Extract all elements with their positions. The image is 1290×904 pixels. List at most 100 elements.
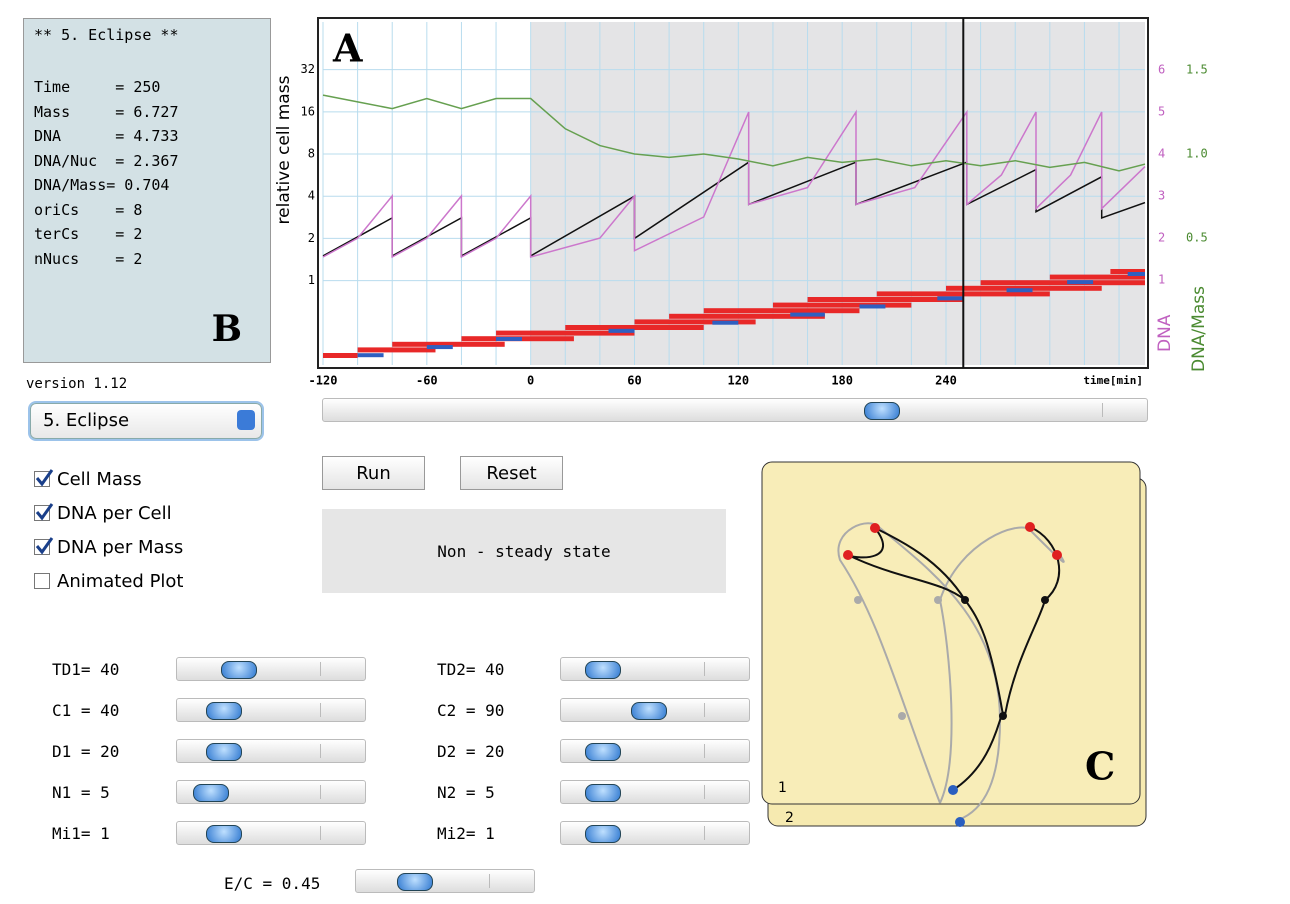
- dropdown-value: 5. Eclipse: [43, 410, 130, 431]
- slider-thumb[interactable]: [396, 873, 433, 891]
- slider-arrows[interactable]: [320, 785, 361, 799]
- y-tick-label: 2: [308, 231, 315, 245]
- run-button[interactable]: Run: [322, 456, 425, 490]
- param-label: N2 = 5: [437, 783, 495, 802]
- y3-tick-label: 1.5: [1186, 62, 1208, 76]
- y2-axis-label: DNA: [1155, 314, 1175, 352]
- slider-arrows[interactable]: [704, 826, 745, 840]
- param-label: Mi2= 1: [437, 824, 495, 843]
- slider-arrows[interactable]: [704, 703, 745, 717]
- slider-arrows[interactable]: [320, 662, 361, 676]
- replication-bar: [772, 302, 912, 308]
- replication-bar: [634, 319, 756, 325]
- slider-thumb[interactable]: [205, 702, 242, 720]
- slider-arrows[interactable]: [704, 744, 745, 758]
- slider-arrows[interactable]: [704, 785, 745, 799]
- slider-thumb[interactable]: [631, 702, 668, 720]
- checkbox[interactable]: Animated Plot: [34, 564, 184, 598]
- info-line: DNA/Mass= 0.704: [34, 176, 170, 194]
- info-line: DNA/Nuc = 2.367: [34, 151, 179, 170]
- checkbox-box: [34, 573, 50, 589]
- status: Non - steady state: [322, 509, 726, 593]
- info-title: ** 5. Eclipse **: [34, 26, 179, 44]
- slider[interactable]: [560, 739, 750, 763]
- checkbox[interactable]: Cell Mass: [34, 462, 184, 496]
- slider[interactable]: [176, 780, 366, 804]
- y-tick-label: 4: [308, 189, 315, 203]
- division-bar: [426, 345, 453, 350]
- slider[interactable]: [176, 657, 366, 681]
- loop-black: [952, 526, 1061, 791]
- checkbox[interactable]: DNA per Cell: [34, 496, 184, 530]
- x-tick-label: 120: [727, 374, 749, 388]
- replication-bar: [565, 325, 704, 330]
- slider[interactable]: [355, 869, 535, 893]
- slider-arrows[interactable]: [1102, 403, 1143, 417]
- dropdown-arrow: [237, 410, 255, 430]
- replication-bar: [669, 313, 825, 319]
- shade: [530, 22, 1145, 365]
- slider-thumb[interactable]: [205, 825, 242, 843]
- slider-thumb[interactable]: [193, 784, 230, 802]
- division-bar: [790, 312, 825, 317]
- x-axis-label: time[min]: [1083, 374, 1143, 387]
- param-label: Mi1= 1: [52, 824, 110, 843]
- dropdown[interactable]: 5. Eclipse: [30, 403, 262, 439]
- info-line: Time = 250: [34, 78, 161, 96]
- slider[interactable]: [560, 780, 750, 804]
- panel-label: A: [332, 26, 363, 71]
- slider[interactable]: [560, 698, 750, 722]
- reset-button[interactable]: Reset: [460, 456, 563, 490]
- slider-arrows[interactable]: [704, 662, 745, 676]
- info-line: terCs = 2: [34, 225, 143, 243]
- slider-thumb[interactable]: [584, 661, 621, 679]
- version: version 1.12: [26, 376, 128, 392]
- slider-thumb[interactable]: [584, 825, 621, 843]
- cycle-panel: 1 2 C: [761, 461, 1147, 827]
- division-bar: [712, 320, 739, 325]
- slider[interactable]: [322, 398, 1148, 422]
- panel-label: C: [1085, 744, 1115, 789]
- slider[interactable]: [176, 698, 366, 722]
- y-axis-label: relative cell mass: [274, 75, 294, 224]
- loop-grey: [837, 522, 1002, 821]
- check-mark: [35, 503, 54, 521]
- y3-tick-label: 1.0: [1186, 146, 1208, 160]
- slider-arrows[interactable]: [320, 826, 361, 840]
- param-label: TD1= 40: [52, 660, 120, 679]
- checkbox-label: DNA per Cell: [57, 502, 172, 524]
- x-tick-label: 240: [935, 374, 957, 388]
- y3-axis-label: DNA/Mass: [1189, 286, 1209, 372]
- page-1: [761, 461, 1141, 805]
- slider[interactable]: [176, 739, 366, 763]
- checkbox-label: Cell Mass: [57, 468, 142, 490]
- checkbox-box: [34, 469, 54, 487]
- param-label: D1 = 20: [52, 742, 120, 761]
- slider[interactable]: [176, 821, 366, 845]
- slider-thumb[interactable]: [584, 743, 621, 761]
- checkbox[interactable]: DNA per Mass: [34, 530, 184, 564]
- y2-tick-label: 4: [1158, 146, 1165, 160]
- y2-tick-label: 1: [1158, 273, 1165, 287]
- slider-thumb[interactable]: [221, 661, 258, 679]
- slider-thumb[interactable]: [863, 402, 900, 420]
- slider[interactable]: [560, 657, 750, 681]
- check-mark: [35, 537, 54, 555]
- param-label: TD2= 40: [437, 660, 505, 679]
- slider-thumb[interactable]: [584, 784, 621, 802]
- page-label: 2: [785, 810, 794, 826]
- param-label: E/C = 0.45: [224, 874, 321, 893]
- slider-arrows[interactable]: [320, 744, 361, 758]
- x-tick-label: -120: [309, 374, 338, 388]
- y2-tick-label: 3: [1158, 189, 1165, 203]
- slider-arrows[interactable]: [320, 703, 361, 717]
- replication-bar: [807, 297, 964, 302]
- param-label: N1 = 5: [52, 783, 110, 802]
- division-bar: [1006, 288, 1033, 293]
- series-line: [322, 109, 1146, 259]
- info-lines: Time = 250 Mass = 6.727 DNA = 4.733 DNA/Nuc…: [34, 75, 179, 271]
- slider-arrows[interactable]: [489, 874, 530, 888]
- checkbox-label: DNA per Mass: [57, 536, 184, 558]
- slider[interactable]: [560, 821, 750, 845]
- slider-thumb[interactable]: [205, 743, 242, 761]
